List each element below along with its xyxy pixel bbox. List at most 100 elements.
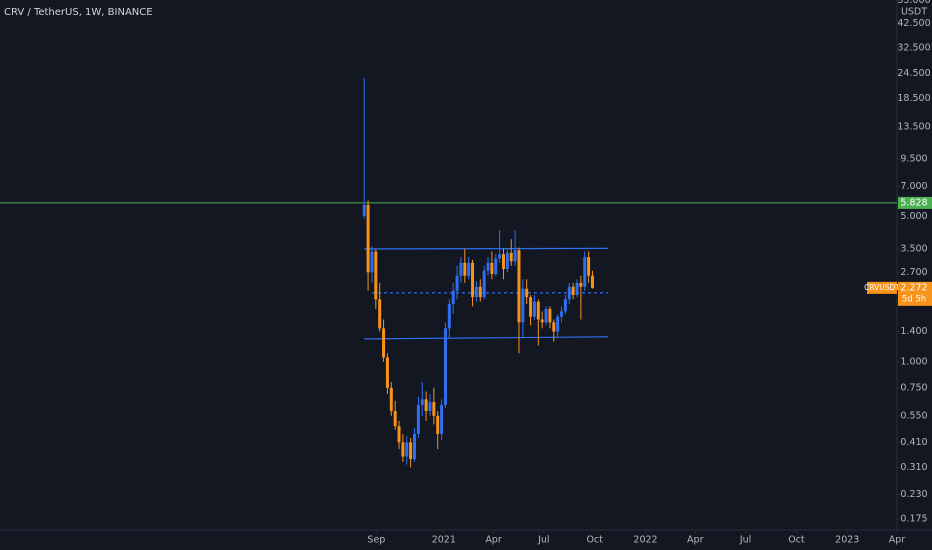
y-tick-label: 1.400	[900, 326, 927, 337]
candle-body	[471, 262, 475, 298]
candle-body	[567, 286, 571, 300]
y-tick-label: 3.500	[900, 243, 927, 254]
candle-body	[409, 442, 413, 460]
y-tick-label: 0.230	[900, 489, 927, 500]
candle-body	[560, 311, 564, 317]
y-unit: USDT	[901, 7, 927, 18]
x-tick-label: Apr	[889, 535, 906, 546]
x-tick-label: Jul	[739, 535, 751, 546]
candle-body	[405, 442, 409, 457]
candle-body	[517, 250, 521, 323]
trend-line	[364, 247, 608, 250]
x-tick-label: 2022	[633, 535, 657, 546]
y-tick-label: 18.500	[897, 93, 930, 104]
candle-body	[416, 404, 420, 434]
plot-area	[0, 77, 897, 468]
y-tick-label: 13.500	[897, 122, 930, 133]
candle-body	[529, 297, 533, 317]
y-tick-label: 1.000	[900, 356, 927, 367]
candle-body	[428, 402, 432, 411]
candle-body	[494, 258, 498, 274]
candle-body	[370, 251, 374, 273]
y-tick-label: 0.550	[900, 410, 927, 421]
candle-body	[374, 251, 378, 300]
candle-body	[362, 204, 366, 216]
candle-body	[498, 254, 502, 259]
candle-body	[548, 308, 552, 323]
symbol-tag-box	[867, 281, 897, 294]
candle-body	[366, 204, 370, 273]
candle-body	[521, 288, 525, 323]
candle-body	[378, 299, 382, 329]
candle-body	[513, 250, 517, 262]
candle-body	[556, 316, 560, 332]
candle-body	[440, 404, 444, 434]
candle-body	[540, 319, 544, 323]
candle-body	[455, 275, 459, 291]
y-tick-label: 0.750	[900, 382, 927, 393]
candle-body	[401, 442, 405, 457]
candle-body	[536, 301, 540, 320]
candle-body	[571, 286, 575, 295]
x-tick-label: 2021	[432, 535, 456, 546]
y-tick-label: 0.410	[900, 437, 927, 448]
y-tick-label: 32.500	[897, 42, 930, 53]
y-tick-label: 55.000	[897, 0, 930, 6]
candle-body	[532, 301, 536, 317]
candle-body	[459, 262, 463, 276]
x-tick-label: Apr	[485, 535, 502, 546]
trend-line	[364, 336, 608, 340]
y-tick-label: 5.000	[900, 211, 927, 222]
x-tick-label: Jul	[537, 535, 549, 546]
x-tick-label: Apr	[687, 535, 704, 546]
candle-body	[413, 433, 417, 460]
candle-body	[525, 288, 529, 298]
last-price: 2.272	[900, 282, 927, 293]
x-tick-label: Sep	[367, 535, 385, 546]
candle-body	[486, 262, 490, 271]
candle-body	[397, 426, 401, 443]
candle-body	[443, 328, 447, 405]
candle-body	[420, 399, 424, 405]
x-tick-label: 2023	[835, 535, 859, 546]
candle-body	[490, 262, 494, 274]
candle-body	[463, 262, 467, 276]
candle-body	[478, 286, 482, 298]
y-tick-label: 0.310	[900, 462, 927, 473]
y-tick-label: 9.500	[900, 153, 927, 164]
candle-body	[482, 270, 486, 298]
countdown: 5d 5h	[902, 294, 926, 304]
candle-body	[587, 256, 591, 276]
x-tick-label: Oct	[788, 535, 805, 546]
candle-body	[579, 282, 583, 287]
candle-body	[509, 252, 513, 262]
candle-body	[575, 282, 579, 295]
candle-body	[467, 262, 471, 276]
y-tick-label: 42.500	[897, 18, 930, 29]
candle-body	[474, 286, 478, 298]
candle-body	[447, 303, 451, 329]
candle-body	[544, 308, 548, 323]
price-label-box	[898, 196, 932, 209]
candle-body	[385, 357, 389, 388]
last-price-box	[898, 281, 932, 306]
candle-body	[389, 387, 393, 411]
candle-body	[393, 410, 397, 427]
candle-body	[424, 399, 428, 411]
candle-body	[382, 328, 386, 358]
x-tick-label: Oct	[586, 535, 603, 546]
candle-body	[552, 322, 556, 332]
y-tick-label: 2.700	[900, 267, 927, 278]
y-tick-label: 7.000	[900, 181, 927, 192]
candle-body	[583, 256, 587, 287]
candle-body	[590, 275, 594, 288]
candle-body	[501, 254, 505, 270]
chart-title: CRV / TetherUS, 1W, BINANCE	[4, 7, 153, 18]
axes: 55.000 42.500 32.500 24.500 18.500 13.500 9.50…	[367, 0, 932, 546]
candle-body	[563, 299, 567, 312]
y-tick-label: 24.500	[897, 68, 930, 79]
symbol-tag: CRVUSDT	[864, 283, 900, 292]
candle-body	[432, 402, 436, 416]
